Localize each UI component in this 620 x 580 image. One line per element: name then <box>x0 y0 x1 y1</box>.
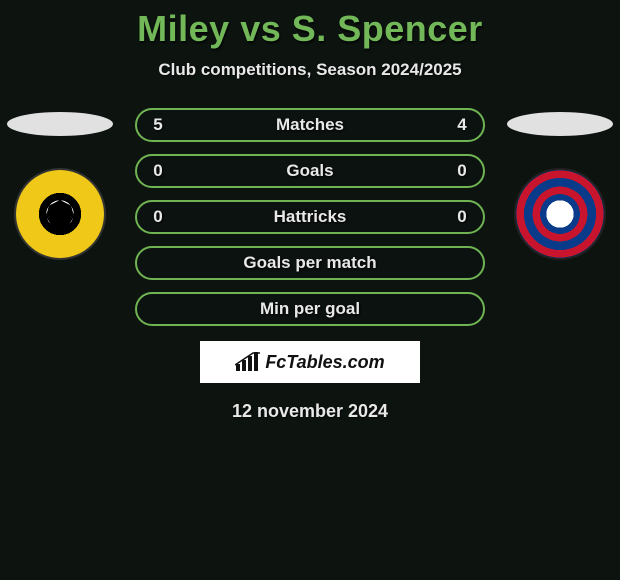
watermark: FcTables.com <box>200 341 420 383</box>
stat-row-hattricks: 0 Hattricks 0 <box>135 200 485 234</box>
stat-label: Min per goal <box>260 299 360 319</box>
stat-row-mpg: Min per goal <box>135 292 485 326</box>
stat-right-value: 0 <box>455 161 469 181</box>
stat-right-value: 0 <box>455 207 469 227</box>
bar-chart-icon <box>235 352 261 372</box>
stat-row-matches: 5 Matches 4 <box>135 108 485 142</box>
stat-left-value: 0 <box>151 161 165 181</box>
stat-left-value: 0 <box>151 207 165 227</box>
player-shadow-left <box>7 112 113 136</box>
stat-label: Matches <box>276 115 344 135</box>
stat-row-gpm: Goals per match <box>135 246 485 280</box>
subtitle: Club competitions, Season 2024/2025 <box>0 60 620 80</box>
player-shadow-right <box>507 112 613 136</box>
stat-left-value: 5 <box>151 115 165 135</box>
stat-label: Goals per match <box>243 253 376 273</box>
page-title: Miley vs S. Spencer <box>0 8 620 50</box>
stat-row-goals: 0 Goals 0 <box>135 154 485 188</box>
date-label: 12 november 2024 <box>0 401 620 422</box>
stat-label: Goals <box>286 161 333 181</box>
club-badge-left <box>16 170 104 258</box>
club-badge-right <box>516 170 604 258</box>
watermark-text: FcTables.com <box>265 352 384 373</box>
stat-right-value: 4 <box>455 115 469 135</box>
stat-label: Hattricks <box>274 207 347 227</box>
comparison-card: Miley vs S. Spencer Club competitions, S… <box>0 0 620 422</box>
stats-list: 5 Matches 4 0 Goals 0 0 Hattricks 0 Goal… <box>135 108 485 326</box>
content-area: 5 Matches 4 0 Goals 0 0 Hattricks 0 Goal… <box>0 108 620 422</box>
